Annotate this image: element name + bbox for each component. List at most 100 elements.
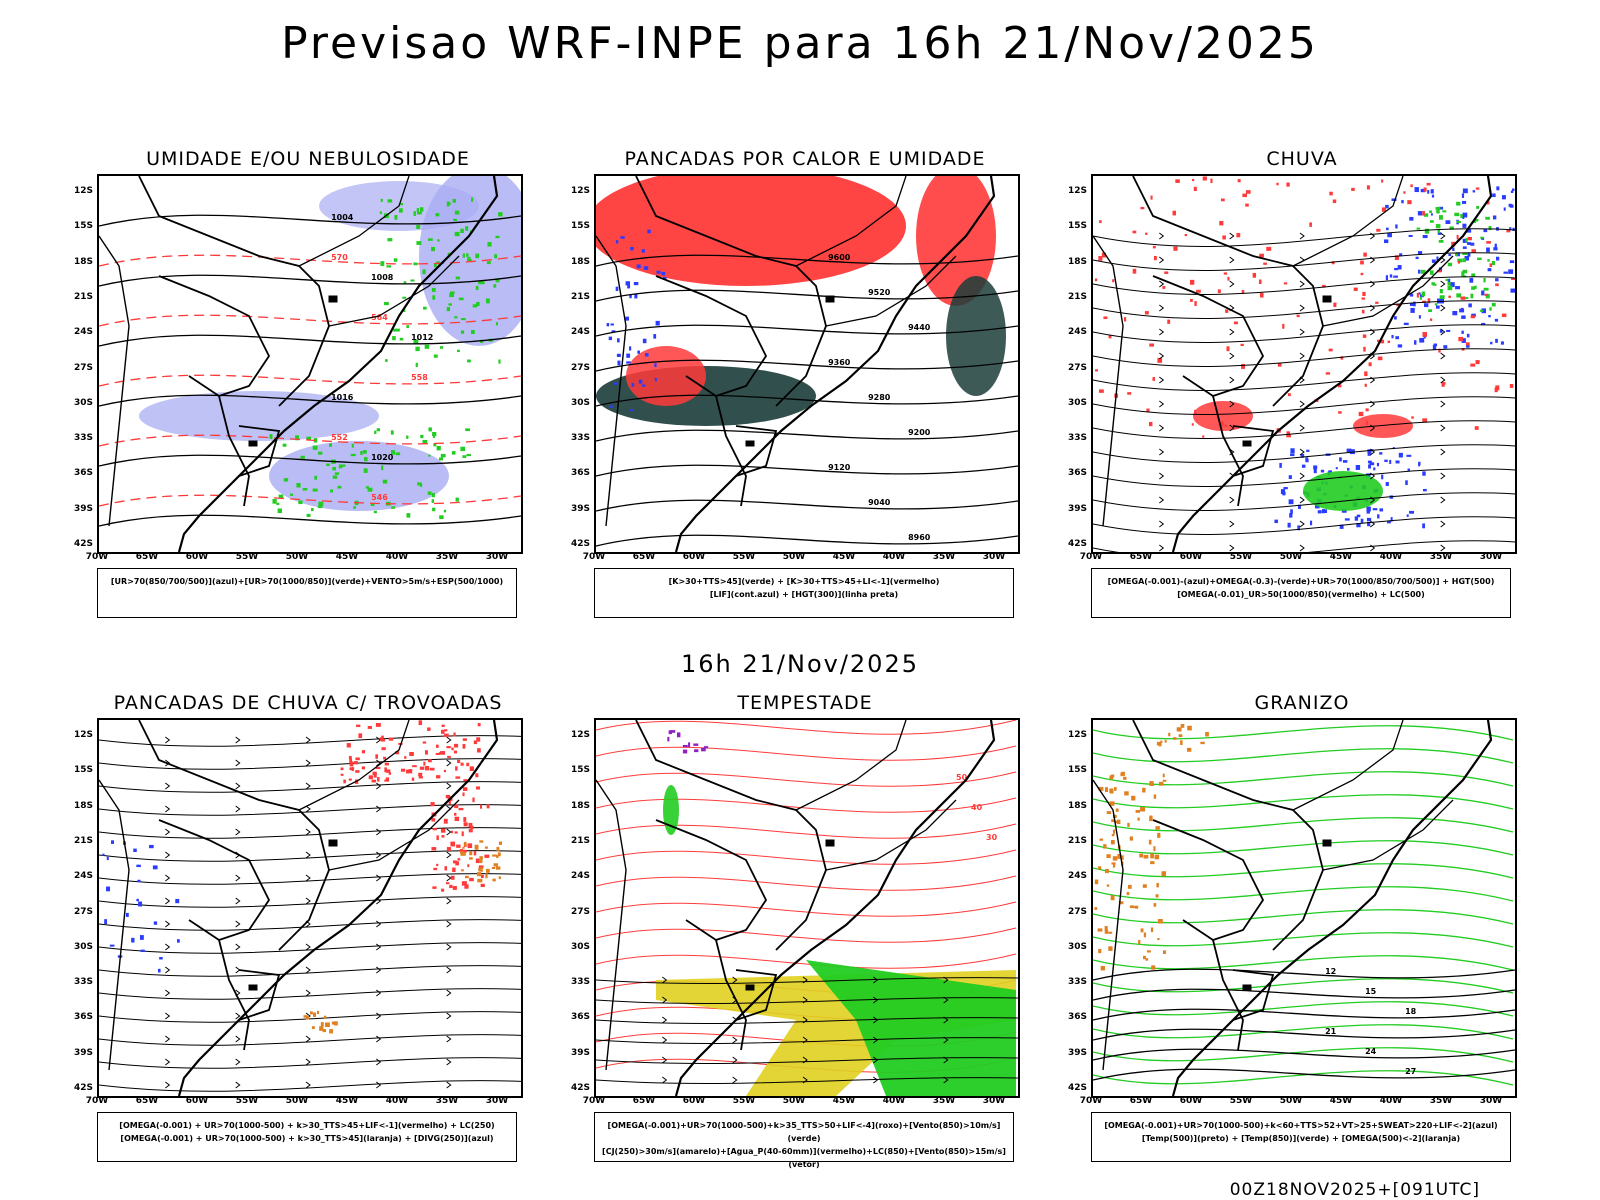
lat-tick-label: 24S: [1067, 871, 1087, 882]
lon-tick-label: 35W: [435, 552, 459, 562]
contour-label: 9280: [868, 393, 891, 402]
lat-tick-label: 33S: [1067, 977, 1087, 988]
coastline-and-borders: [596, 176, 996, 552]
lat-tick-label: 24S: [570, 327, 590, 338]
lat-tick-label: 24S: [570, 871, 590, 882]
lat-tick-label: 36S: [570, 468, 590, 479]
map-graphics: 50 40 30: [596, 720, 1018, 1096]
lon-tick-label: 55W: [1229, 552, 1253, 562]
lat-tick-label: 30S: [570, 397, 590, 408]
lon-tick-label: 55W: [1229, 1096, 1253, 1106]
lon-tick-label: 50W: [285, 1096, 309, 1106]
lat-tick-label: 42S: [570, 1083, 590, 1093]
lat-tick-label: 42S: [73, 539, 93, 549]
legend-line: [OMEGA(-0.001)-(azul)+OMEGA(-0.3)-(verde…: [1107, 577, 1495, 586]
lat-tick-label: 12S: [570, 186, 590, 196]
legend-line: [OMEGA(-0.001)+UR>70(1000-500)+k<60+TTS>…: [1104, 1121, 1498, 1130]
lon-tick-label: 30W: [485, 552, 509, 562]
lon-tick-label: 65W: [135, 552, 159, 562]
panel-legend: [K>30+TTS>45](verde) + [K>30+TTS>45+LI<-…: [594, 568, 1014, 618]
lat-tick-label: 24S: [1067, 327, 1087, 338]
lat-tick-label: 21S: [1067, 835, 1087, 846]
lon-tick-label: 45W: [832, 1096, 856, 1106]
lon-tick-label: 35W: [1429, 1096, 1453, 1106]
lat-tick-label: 15S: [1067, 765, 1087, 776]
panel-legend: [OMEGA(-0.001)-(azul)+OMEGA(-0.3)-(verde…: [1091, 568, 1511, 618]
map-graphics: 1004 1008 1012 1016 1020 570 564 558 552 546: [99, 176, 521, 552]
legend-line: [OMEGA(-0.001) + UR>70(1000-500) + k>30_…: [119, 1121, 495, 1130]
lon-tick-label: 45W: [1329, 552, 1353, 562]
lat-tick-label: 36S: [73, 1012, 93, 1023]
lon-tick-label: 45W: [335, 1096, 359, 1106]
lon-tick-label: 45W: [335, 552, 359, 562]
lon-tick-label: 55W: [732, 552, 756, 562]
lat-tick-label: 42S: [570, 539, 590, 549]
contour-label: 50: [956, 773, 968, 782]
lat-tick-label: 36S: [1067, 468, 1087, 479]
panel-tempestade: TEMPESTADE 50 40 30 12S 15S 18S 21S 24S 27S 30S 33S…: [554, 692, 1036, 1192]
storm-purple: [667, 730, 709, 754]
lat-tick-label: 12S: [73, 730, 93, 740]
streamlines: [99, 735, 521, 1092]
lon-tick-label: 40W: [882, 552, 906, 562]
contour-label: 9360: [828, 358, 851, 367]
lat-tick-label: 27S: [1067, 906, 1087, 917]
forecast-map: [97, 718, 523, 1098]
contour-label: 558: [411, 373, 428, 382]
contour-label: 1020: [371, 453, 394, 462]
lon-tick-label: 70W: [85, 1096, 109, 1106]
lon-tick-label: 50W: [782, 552, 806, 562]
lon-tick-label: 30W: [1479, 552, 1503, 562]
lat-tick-label: 18S: [73, 256, 93, 267]
lat-tick-label: 30S: [73, 941, 93, 952]
orange-region-coast: [460, 840, 503, 883]
lat-tick-label: 12S: [73, 186, 93, 196]
coastline-and-borders: [1093, 176, 1493, 552]
panel-title: PANCADAS POR CALOR E UMIDADE: [624, 148, 986, 170]
forecast-map: 50 40 30: [594, 718, 1020, 1098]
lon-tick-label: 35W: [1429, 552, 1453, 562]
lat-tick-label: 42S: [1067, 539, 1087, 549]
lon-tick-label: 70W: [85, 552, 109, 562]
panel-granizo: GRANIZO 12 15 18 21 24 27 12S 15S 18S 21S 24S 27S 30S…: [1051, 692, 1533, 1192]
lat-tick-label: 18S: [570, 256, 590, 267]
contour-label: 546: [371, 493, 388, 502]
panel-pancadas-de-chuva-c-trovoadas: PANCADAS DE CHUVA C/ TROVOADAS 12S 15S 18S 2…: [57, 692, 539, 1192]
contour-label: 21: [1325, 1027, 1337, 1036]
run-footer: 00Z18NOV2025+[091UTC]: [1229, 1180, 1480, 1200]
green-humidity-south: [269, 427, 471, 520]
lat-tick-label: 39S: [570, 1047, 590, 1058]
lon-tick-label: 70W: [1079, 552, 1103, 562]
forecast-map: [1091, 174, 1517, 554]
contour-label: 1008: [371, 273, 394, 282]
lon-tick-label: 70W: [582, 552, 606, 562]
lon-tick-label: 50W: [782, 1096, 806, 1106]
lat-tick-label: 21S: [73, 291, 93, 302]
map-graphics: 12 15 18 21 24 27: [1093, 720, 1515, 1096]
lon-tick-label: 45W: [1329, 1096, 1353, 1106]
unstable-region-coast: [946, 276, 1006, 396]
legend-line: [Temp(500)](preto) + [Temp(850)](verde) …: [1141, 1134, 1461, 1143]
panel-title: PANCADAS DE CHUVA C/ TROVOADAS: [113, 692, 503, 714]
rain-red-region-2: [1353, 414, 1413, 438]
rain-red-speckles: [1094, 176, 1515, 438]
contour-label: 9040: [868, 498, 891, 507]
wind-850-green-west: [663, 785, 679, 835]
lon-tick-label: 70W: [582, 1096, 606, 1106]
lat-tick-label: 33S: [570, 977, 590, 988]
legend-line: [OMEGA(-0.001) + UR>70(1000-500) + k>30_…: [120, 1134, 494, 1143]
contour-label: 570: [331, 253, 348, 262]
legend-line: [LIF](cont.azul) + [HGT(300)](linha pret…: [709, 590, 899, 599]
contour-label: 1016: [331, 393, 354, 402]
lat-tick-label: 24S: [73, 871, 93, 882]
lon-tick-label: 40W: [1379, 1096, 1403, 1106]
panel-pancadas-por-calor-e-umidade: PANCADAS POR CALOR E UMIDADE 9600 9520 9440…: [554, 148, 1036, 648]
lat-tick-label: 15S: [570, 765, 590, 776]
coastline-and-borders: [99, 720, 499, 1096]
contour-label: 1004: [331, 213, 354, 222]
thunderstorm-red-coast: [430, 786, 490, 892]
panel-legend: [UR>70(850/700/500)](azul)+[UR>70(1000/8…: [97, 568, 517, 618]
lon-tick-label: 50W: [285, 552, 309, 562]
contour-lines: [99, 214, 521, 527]
lat-tick-label: 36S: [73, 468, 93, 479]
